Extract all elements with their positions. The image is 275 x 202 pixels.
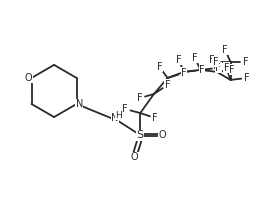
Text: N: N: [111, 113, 119, 123]
Text: F: F: [222, 45, 228, 55]
Text: F: F: [138, 93, 143, 103]
Text: O: O: [131, 152, 139, 162]
Text: F: F: [243, 57, 248, 67]
Text: F: F: [208, 55, 214, 65]
Text: F: F: [215, 63, 221, 73]
Text: F: F: [165, 80, 170, 90]
Text: F: F: [192, 53, 198, 63]
Text: F: F: [224, 63, 229, 73]
Text: O: O: [158, 130, 166, 140]
Text: F: F: [213, 57, 218, 67]
Text: H: H: [116, 111, 122, 120]
Text: F: F: [244, 73, 250, 83]
Text: F: F: [199, 65, 205, 75]
Text: S: S: [137, 130, 144, 140]
Text: F: F: [152, 113, 158, 123]
Text: F: F: [122, 104, 128, 114]
Text: F: F: [176, 55, 181, 65]
Text: O: O: [25, 73, 33, 83]
Text: F: F: [156, 62, 162, 72]
Text: F: F: [229, 65, 235, 75]
Text: F: F: [181, 68, 187, 78]
Text: N: N: [76, 99, 83, 109]
